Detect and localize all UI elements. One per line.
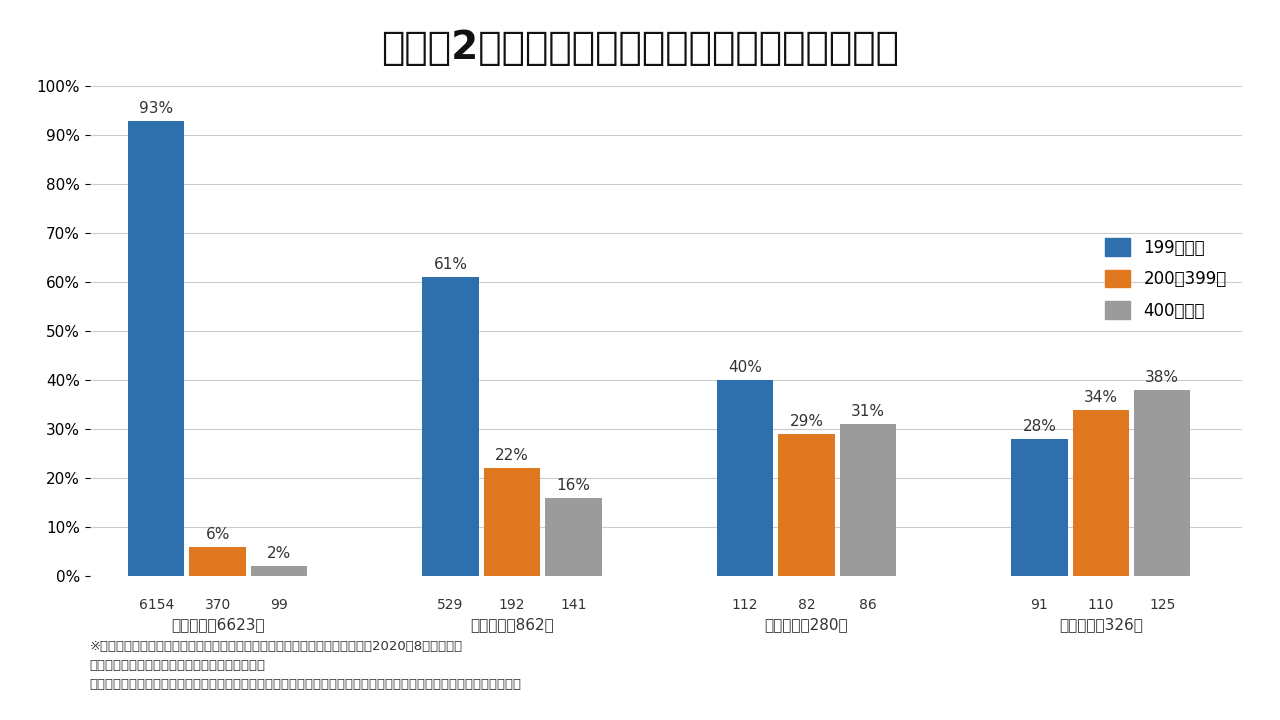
Bar bbox=[189, 546, 246, 576]
Text: 16%: 16% bbox=[557, 478, 590, 492]
Text: 34%: 34% bbox=[1084, 390, 1117, 405]
Text: 28%: 28% bbox=[1023, 419, 1056, 434]
Text: 公立病院（862）: 公立病院（862） bbox=[470, 618, 554, 633]
Text: 2%: 2% bbox=[268, 546, 291, 562]
Text: 6154: 6154 bbox=[138, 598, 174, 612]
Text: 82: 82 bbox=[797, 598, 815, 612]
Text: 22%: 22% bbox=[495, 449, 529, 464]
Text: 93%: 93% bbox=[140, 101, 173, 116]
Text: 公的病院（280）: 公的病院（280） bbox=[764, 618, 849, 633]
Legend: 199床以下, 200～399床, 400床以上: 199床以下, 200～399床, 400床以上 bbox=[1098, 232, 1233, 326]
Text: 40%: 40% bbox=[728, 360, 762, 375]
Text: 民間病院（6623）: 民間病院（6623） bbox=[170, 618, 265, 633]
Text: 125: 125 bbox=[1149, 598, 1175, 612]
Text: 91: 91 bbox=[1030, 598, 1048, 612]
Text: 99: 99 bbox=[270, 598, 288, 612]
Bar bbox=[1011, 439, 1068, 576]
Text: 370: 370 bbox=[205, 598, 230, 612]
Bar bbox=[717, 380, 773, 576]
Text: 86: 86 bbox=[859, 598, 877, 612]
Bar bbox=[778, 434, 835, 576]
Bar bbox=[545, 498, 602, 576]
Text: （図表2）設立母体・病床規模別の病院数と割合: （図表2）設立母体・病床規模別の病院数と割合 bbox=[381, 29, 899, 67]
Text: 112: 112 bbox=[732, 598, 758, 612]
Bar bbox=[484, 468, 540, 576]
Bar bbox=[1134, 390, 1190, 576]
Bar bbox=[840, 424, 896, 576]
Text: 110: 110 bbox=[1088, 598, 1114, 612]
Text: 6%: 6% bbox=[205, 527, 230, 541]
Text: 192: 192 bbox=[499, 598, 525, 612]
Text: 61%: 61% bbox=[434, 258, 467, 272]
Text: 31%: 31% bbox=[851, 405, 884, 419]
Text: 38%: 38% bbox=[1146, 370, 1179, 385]
Text: 国立病院（326）: 国立病院（326） bbox=[1059, 618, 1143, 633]
Bar bbox=[1073, 410, 1129, 576]
Text: 29%: 29% bbox=[790, 414, 823, 429]
Text: 141: 141 bbox=[561, 598, 586, 612]
Text: ※出所はグローバルヘルスコンサルティング・ジャパン保有のデータベース（2020年8月時点）。
対象は一般病床および感染症病床を保有の病院。
グラフ下の数字が設立: ※出所はグローバルヘルスコンサルティング・ジャパン保有のデータベース（2020年… bbox=[90, 640, 522, 691]
Bar bbox=[422, 277, 479, 576]
Bar bbox=[128, 121, 184, 576]
Text: 529: 529 bbox=[438, 598, 463, 612]
Bar bbox=[251, 566, 307, 576]
